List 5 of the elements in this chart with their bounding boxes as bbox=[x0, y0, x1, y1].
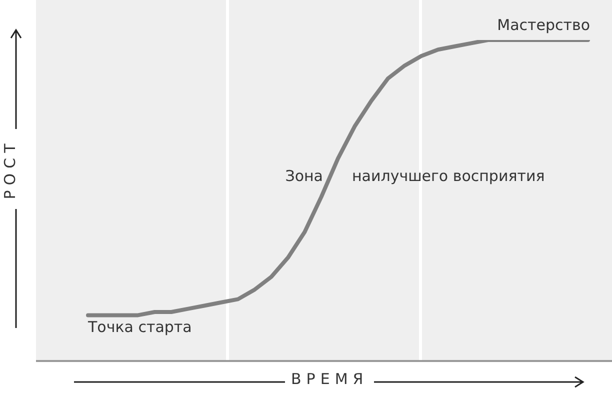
text: Мастерство bbox=[497, 16, 590, 34]
x-axis-title: ВРЕМЯ bbox=[285, 370, 374, 388]
text: Зона наилучшего восприятия bbox=[285, 166, 545, 185]
y-axis-title: РОСТ bbox=[1, 129, 19, 209]
annotation: Точка старта bbox=[87, 318, 192, 336]
